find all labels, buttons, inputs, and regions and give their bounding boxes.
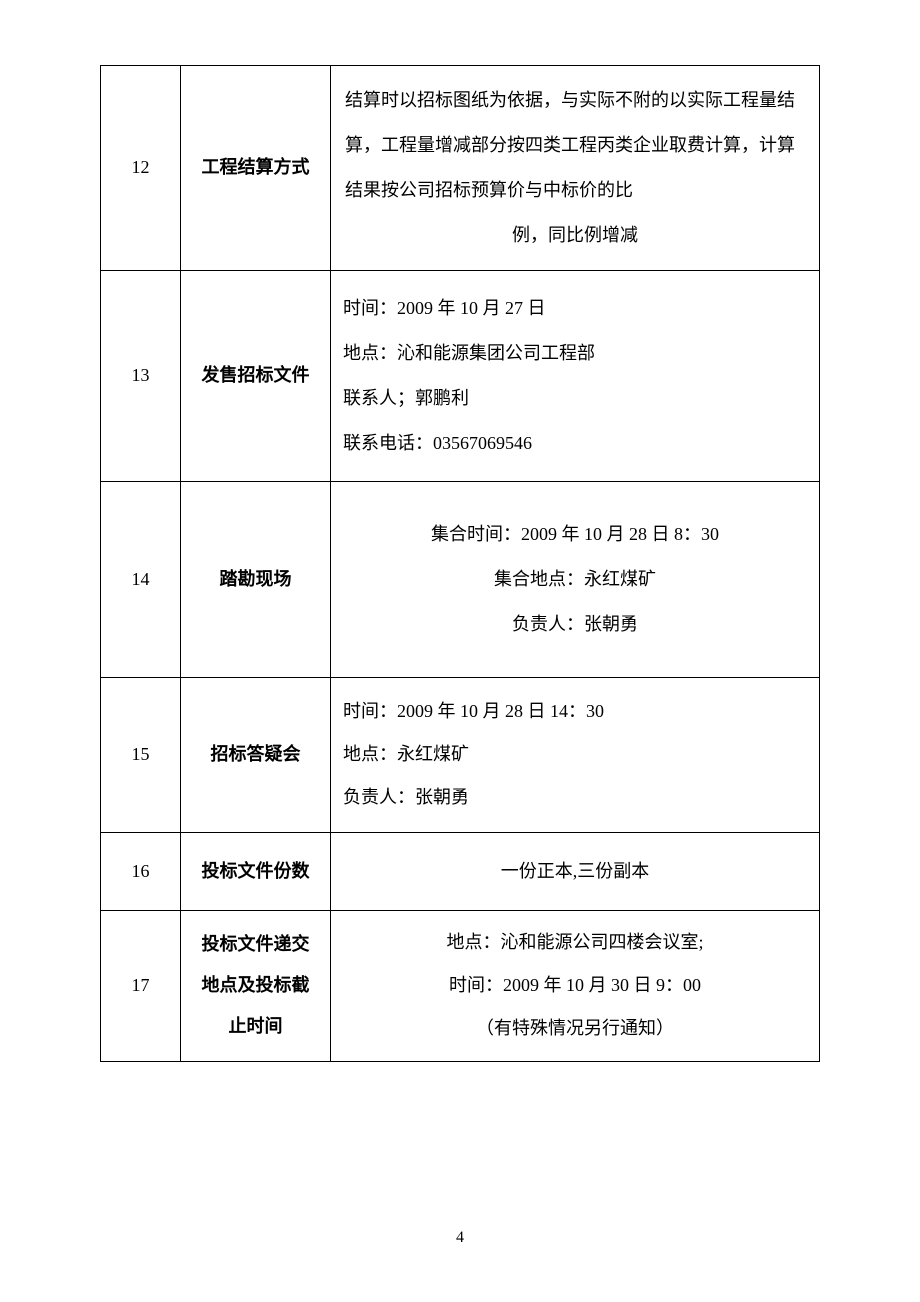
title-line: 投标文件递交 (191, 924, 320, 965)
row-title: 工程结算方式 (181, 66, 331, 271)
row-title: 发售招标文件 (181, 271, 331, 482)
bid-info-table: 12 工程结算方式 结算时以招标图纸为依据，与实际不附的以实际工程量结算，工程量… (100, 65, 820, 1062)
content-line: 联系电话：03567069546 (343, 421, 807, 466)
row-content: 结算时以招标图纸为依据，与实际不附的以实际工程量结算，工程量增减部分按四类工程丙… (331, 66, 820, 271)
content-line: 集合地点：永红煤矿 (343, 557, 807, 602)
row-title: 投标文件份数 (181, 832, 331, 910)
content-last-line: 例，同比例增减 (345, 213, 805, 258)
content-line: 时间：2009 年 10 月 27 日 (343, 286, 807, 331)
row-content: 集合时间：2009 年 10 月 28 日 8：30 集合地点：永红煤矿 负责人… (331, 482, 820, 678)
row-number: 15 (101, 678, 181, 833)
row-number: 16 (101, 832, 181, 910)
row-content: 地点：沁和能源公司四楼会议室; 时间：2009 年 10 月 30 日 9：00… (331, 910, 820, 1061)
row-title: 踏勘现场 (181, 482, 331, 678)
page-number: 4 (0, 1229, 920, 1247)
content-line: （有特殊情况另行通知） (343, 1007, 807, 1050)
table-row: 13 发售招标文件 时间：2009 年 10 月 27 日 地点：沁和能源集团公… (101, 271, 820, 482)
row-number: 17 (101, 910, 181, 1061)
content-line: 时间：2009 年 10 月 30 日 9：00 (343, 964, 807, 1007)
content-line: 时间：2009 年 10 月 28 日 14：30 (343, 690, 807, 733)
table-row: 17 投标文件递交 地点及投标截 止时间 地点：沁和能源公司四楼会议室; 时间：… (101, 910, 820, 1061)
row-title: 招标答疑会 (181, 678, 331, 833)
content-line: 负责人：张朝勇 (343, 602, 807, 647)
content-text: 结算时以招标图纸为依据，与实际不附的以实际工程量结算，工程量增减部分按四类工程丙… (345, 78, 805, 258)
content-line: 地点：永红煤矿 (343, 733, 807, 776)
table-row: 12 工程结算方式 结算时以招标图纸为依据，与实际不附的以实际工程量结算，工程量… (101, 66, 820, 271)
row-content: 一份正本,三份副本 (331, 832, 820, 910)
title-line: 地点及投标截 (191, 965, 320, 1006)
content-line: 地点：沁和能源集团公司工程部 (343, 331, 807, 376)
content-line: 集合时间：2009 年 10 月 28 日 8：30 (343, 512, 807, 557)
table-row: 14 踏勘现场 集合时间：2009 年 10 月 28 日 8：30 集合地点：… (101, 482, 820, 678)
row-number: 12 (101, 66, 181, 271)
title-line: 止时间 (191, 1006, 320, 1047)
table-row: 16 投标文件份数 一份正本,三份副本 (101, 832, 820, 910)
row-content: 时间：2009 年 10 月 28 日 14：30 地点：永红煤矿 负责人：张朝… (331, 678, 820, 833)
row-number: 14 (101, 482, 181, 678)
row-number: 13 (101, 271, 181, 482)
content-line: 地点：沁和能源公司四楼会议室; (343, 921, 807, 964)
table-row: 15 招标答疑会 时间：2009 年 10 月 28 日 14：30 地点：永红… (101, 678, 820, 833)
content-line: 负责人：张朝勇 (343, 776, 807, 819)
content-line: 联系人；郭鹏利 (343, 376, 807, 421)
row-content: 时间：2009 年 10 月 27 日 地点：沁和能源集团公司工程部 联系人；郭… (331, 271, 820, 482)
row-title: 投标文件递交 地点及投标截 止时间 (181, 910, 331, 1061)
